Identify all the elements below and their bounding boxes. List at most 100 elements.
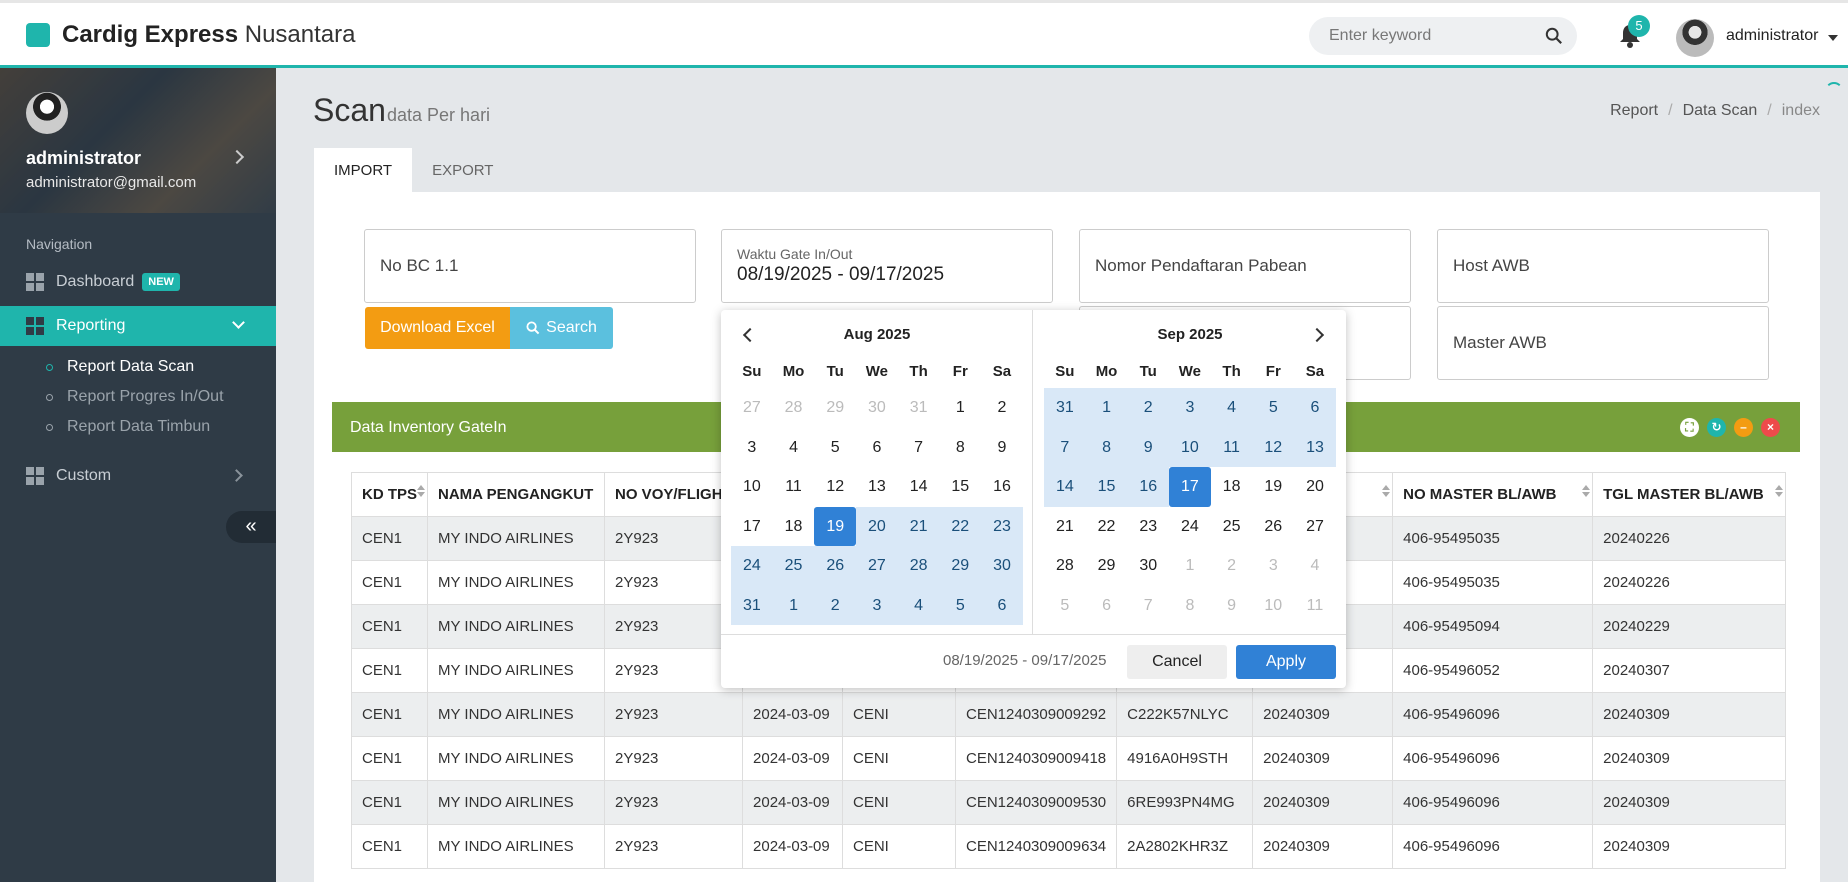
search-button[interactable]: Search (510, 307, 613, 349)
calendar-day[interactable]: 2 (814, 585, 857, 625)
calendar-day[interactable]: 20 (1306, 478, 1324, 495)
calendar-day[interactable]: 2 (1127, 388, 1170, 428)
col-tgl-master-bl[interactable]: TGL MASTER BL/AWB (1592, 472, 1787, 517)
calendar-day[interactable]: 5 (1060, 596, 1070, 614)
cancel-button[interactable]: Cancel (1127, 645, 1227, 679)
master-awb-field[interactable]: Master AWB (1437, 306, 1769, 380)
calendar-day[interactable]: 17 (1169, 467, 1211, 507)
calendar-day[interactable]: 30 (868, 399, 886, 416)
calendar-day[interactable]: 25 (772, 546, 815, 586)
col-kd-tps[interactable]: KD TPS (350, 472, 429, 517)
calendar-day[interactable]: 25 (1222, 517, 1241, 535)
table-row[interactable]: CEN1 MY INDO AIRLINES 2Y923 2024-03-09 CENI C… (350, 736, 1787, 781)
calendar-day[interactable]: 27 (742, 399, 761, 416)
col-no-master-bl[interactable]: NO MASTER BL/AWB (1392, 472, 1594, 517)
calendar-day[interactable]: 7 (1044, 427, 1086, 467)
search-input[interactable] (1309, 17, 1529, 55)
sidebar-collapse-button[interactable]: « (226, 511, 276, 543)
calendar-day[interactable]: 1 (1085, 388, 1128, 428)
calendar-day[interactable]: 16 (1127, 467, 1170, 507)
calendar-day[interactable]: 19 (814, 506, 857, 546)
calendar-day[interactable]: 22 (939, 506, 982, 546)
calendar-day[interactable]: 6 (981, 585, 1023, 625)
caret-down-icon[interactable] (1828, 35, 1838, 41)
calendar-day[interactable]: 15 (1085, 467, 1128, 507)
calendar-day[interactable]: 21 (897, 506, 940, 546)
close-icon[interactable]: × (1761, 418, 1780, 437)
calendar-day[interactable]: 5 (1252, 388, 1295, 428)
calendar-day[interactable]: 11 (1210, 427, 1253, 467)
expand-icon[interactable]: ⛶ (1680, 418, 1699, 437)
brand[interactable]: Cardig Express Nusantara (26, 21, 355, 49)
calendar-day[interactable]: 14 (1044, 467, 1086, 507)
chevron-right-icon[interactable] (229, 149, 245, 165)
calendar-day[interactable]: 10 (742, 478, 761, 495)
calendar-day[interactable]: 6 (1102, 596, 1111, 614)
calendar-day[interactable]: 17 (742, 517, 761, 535)
calendar-day[interactable]: 2 (997, 399, 1007, 416)
calendar-day[interactable]: 27 (1306, 517, 1324, 535)
calendar-day[interactable]: 24 (1181, 517, 1199, 535)
calendar-day[interactable]: 6 (1294, 388, 1336, 428)
tab-import[interactable]: IMPORT (314, 148, 413, 192)
apply-button[interactable]: Apply (1236, 645, 1336, 679)
sidebar-subitem-report-progres[interactable]: Report Progres In/Out (46, 388, 224, 406)
calendar-day[interactable]: 6 (872, 438, 882, 456)
sidebar-subitem-report-data-scan[interactable]: Report Data Scan (46, 358, 194, 376)
download-excel-button[interactable]: Download Excel (365, 307, 510, 349)
sidebar-item-reporting[interactable]: Reporting (0, 306, 276, 346)
calendar-day[interactable]: 9 (1227, 596, 1237, 614)
calendar-day[interactable]: 5 (830, 438, 840, 456)
calendar-day[interactable]: 3 (747, 438, 757, 456)
calendar-day[interactable]: 2 (1227, 557, 1237, 574)
calendar-day[interactable]: 4 (789, 438, 798, 456)
calendar-day[interactable]: 26 (814, 546, 857, 586)
calendar-day[interactable]: 3 (1169, 388, 1211, 428)
calendar-day[interactable]: 31 (731, 585, 773, 625)
search-icon[interactable] (1545, 27, 1563, 45)
calendar-day[interactable]: 9 (1127, 427, 1170, 467)
user-menu-label[interactable]: administrator (1726, 27, 1819, 44)
minimize-icon[interactable]: – (1734, 418, 1753, 437)
calendar-day[interactable]: 30 (1139, 557, 1158, 574)
calendar-day[interactable]: 12 (1252, 427, 1295, 467)
no-bc-field[interactable]: No BC 1.1 (364, 229, 696, 303)
calendar-day[interactable]: 13 (1294, 427, 1336, 467)
calendar-day[interactable]: 30 (981, 546, 1023, 586)
breadcrumb-report[interactable]: Report (1610, 102, 1659, 119)
col-nama-pengangkut[interactable]: NAMA PENGANGKUT (427, 472, 606, 517)
calendar-day[interactable]: 26 (1264, 517, 1283, 535)
calendar-day[interactable]: 22 (1097, 517, 1116, 535)
calendar-day[interactable]: 15 (951, 478, 970, 495)
gate-date-range-field[interactable]: Waktu Gate In/Out 08/19/2025 - 09/17/202… (721, 229, 1053, 303)
calendar-day[interactable]: 28 (897, 546, 940, 586)
calendar-day[interactable]: 9 (997, 438, 1007, 456)
prev-month-icon[interactable] (742, 327, 758, 343)
sidebar-item-custom[interactable]: Custom (0, 456, 276, 496)
calendar-day[interactable]: 4 (1310, 557, 1320, 574)
next-month-icon[interactable] (1309, 327, 1325, 343)
calendar-day[interactable]: 28 (1055, 557, 1074, 574)
calendar-day[interactable]: 29 (1097, 557, 1116, 574)
sidebar-subitem-report-data-timbun[interactable]: Report Data Timbun (46, 418, 210, 436)
calendar-day[interactable]: 21 (1055, 517, 1074, 535)
calendar-day[interactable]: 4 (1210, 388, 1253, 428)
col-no-voy[interactable]: NO VOY/FLIGHT (604, 472, 744, 517)
calendar-day[interactable]: 7 (1143, 596, 1153, 614)
calendar-day[interactable]: 19 (1264, 478, 1283, 495)
calendar-day[interactable]: 11 (1306, 596, 1324, 614)
calendar-day[interactable]: 1 (955, 399, 965, 416)
calendar-day[interactable]: 18 (1222, 478, 1241, 495)
nomor-pendaftaran-field[interactable]: Nomor Pendaftaran Pabean (1079, 229, 1411, 303)
calendar-day[interactable]: 8 (1185, 596, 1195, 614)
table-row[interactable]: CEN1 MY INDO AIRLINES 2Y923 2024-03-09 CENI C… (350, 780, 1787, 825)
calendar-day[interactable]: 1 (1185, 557, 1195, 574)
calendar-day[interactable]: 31 (909, 399, 928, 416)
calendar-day[interactable]: 11 (785, 478, 802, 495)
sidebar-item-dashboard[interactable]: Dashboard NEW (0, 262, 276, 302)
calendar-day[interactable]: 3 (1268, 557, 1278, 574)
calendar-day[interactable]: 27 (856, 546, 898, 586)
calendar-day[interactable]: 29 (939, 546, 982, 586)
profile-name[interactable]: administrator (26, 148, 142, 168)
host-awb-field[interactable]: Host AWB (1437, 229, 1769, 303)
